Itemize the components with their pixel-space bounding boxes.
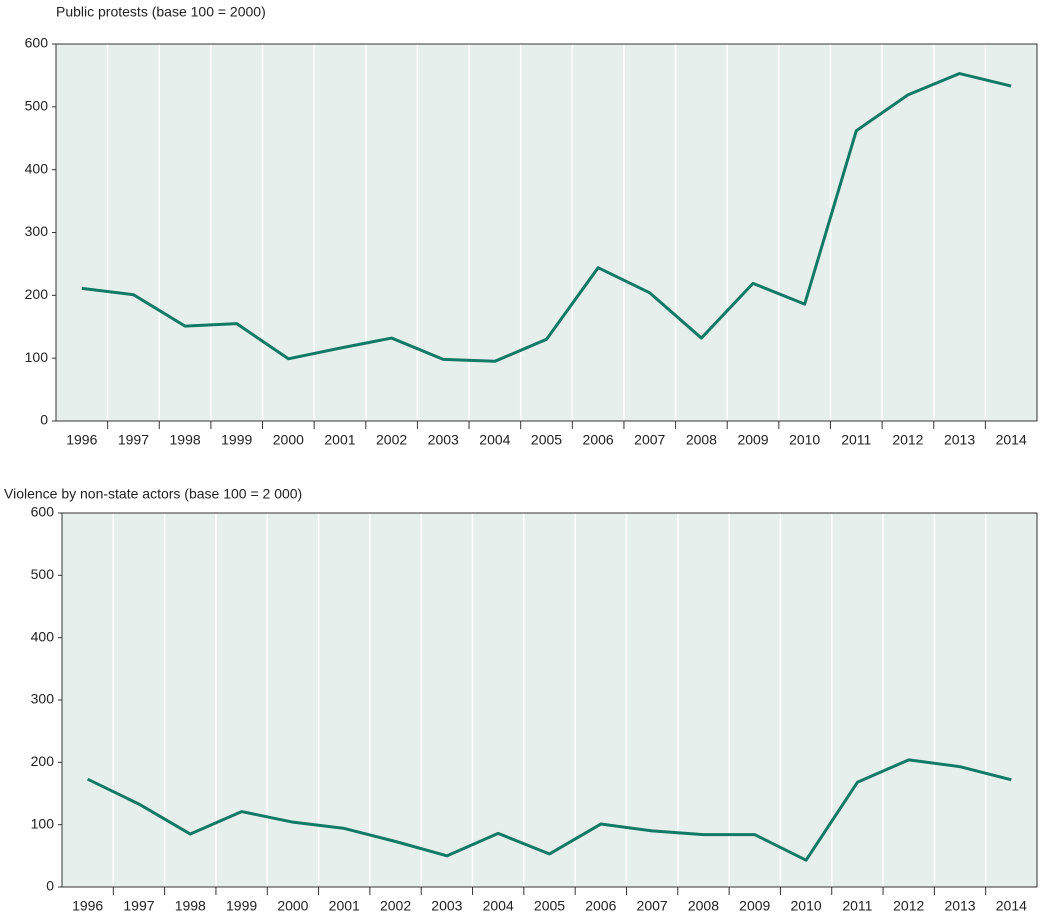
x-tick-label: 2003 <box>431 898 462 914</box>
x-tick-label: 2008 <box>686 432 717 448</box>
x-tick-label: 2014 <box>996 898 1027 914</box>
x-tick-label: 2005 <box>534 898 565 914</box>
plot-frame <box>55 43 1038 422</box>
y-tick-label: 400 <box>31 628 55 644</box>
x-tick-label: 2001 <box>324 432 355 448</box>
y-tick-label: 300 <box>25 223 49 239</box>
plot-frame <box>61 512 1038 888</box>
y-tick-label: 500 <box>31 566 55 582</box>
x-tick-label: 2000 <box>277 898 308 914</box>
x-tick-label: 2004 <box>479 432 510 448</box>
data-line <box>81 72 1012 363</box>
x-tick-label: 2013 <box>944 432 975 448</box>
data-line <box>87 758 1012 862</box>
y-tick-label: 600 <box>25 35 49 51</box>
x-tick-label: 2005 <box>531 432 562 448</box>
y-tick-label: 200 <box>31 753 55 769</box>
y-tick-label: 200 <box>25 286 49 302</box>
x-tick-label: 1997 <box>123 898 154 914</box>
chart-title: Violence by non-state actors (base 100 =… <box>4 486 302 502</box>
y-tick-label: 400 <box>25 160 49 176</box>
x-tick-label: 1998 <box>175 898 206 914</box>
x-tick-label: 2007 <box>637 898 668 914</box>
x-tick-label: 2001 <box>329 898 360 914</box>
x-tick-label: 2011 <box>842 898 872 914</box>
x-tick-label: 2000 <box>273 432 304 448</box>
y-tick-label: 500 <box>25 98 49 114</box>
x-tick-label: 1999 <box>221 432 252 448</box>
plot-area <box>56 44 1037 421</box>
y-tick-label: 0 <box>46 878 54 894</box>
x-tick-label: 2004 <box>483 898 514 914</box>
x-tick-label: 2006 <box>583 432 614 448</box>
x-tick-label: 1997 <box>118 432 149 448</box>
y-tick-label: 300 <box>31 691 55 707</box>
x-tick-label: 2010 <box>791 898 822 914</box>
x-tick-label: 2013 <box>944 898 975 914</box>
x-tick-label: 2008 <box>688 898 719 914</box>
x-tick-label: 1996 <box>72 898 103 914</box>
x-tick-label: 2007 <box>634 432 665 448</box>
x-tick-label: 2011 <box>841 432 871 448</box>
x-tick-label: 2014 <box>996 432 1027 448</box>
y-tick-label: 100 <box>31 815 55 831</box>
y-tick-label: 100 <box>25 349 49 365</box>
x-tick-label: 2003 <box>428 432 459 448</box>
x-tick-label: 2002 <box>376 432 407 448</box>
x-tick-label: 2002 <box>380 898 411 914</box>
x-tick-label: 2012 <box>893 898 924 914</box>
plot-area <box>62 513 1037 887</box>
x-tick-label: 2010 <box>789 432 820 448</box>
x-tick-label: 2009 <box>739 898 770 914</box>
x-tick-label: 1999 <box>226 898 257 914</box>
y-tick-label: 0 <box>40 412 48 428</box>
x-tick-label: 2012 <box>892 432 923 448</box>
x-tick-label: 1998 <box>170 432 201 448</box>
y-tick-label: 600 <box>31 504 55 520</box>
x-tick-label: 1996 <box>66 432 97 448</box>
chart-title: Public protests (base 100 = 2000) <box>56 4 266 20</box>
x-tick-label: 2009 <box>737 432 768 448</box>
x-tick-label: 2006 <box>585 898 616 914</box>
